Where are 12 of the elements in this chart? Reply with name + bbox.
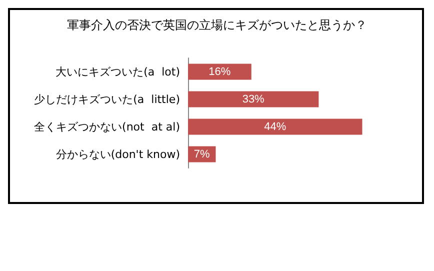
y-tick-label: 全くキズつかない(not at al): [34, 120, 180, 134]
data-label: 7%: [194, 148, 210, 160]
y-tick-label: 大いにキズついた(a lot): [56, 65, 180, 78]
chart-title: 軍事介入の否決で英国の立場にキズがついたと思うか？: [67, 18, 367, 32]
data-label: 33%: [242, 93, 265, 106]
data-label: 16%: [208, 66, 231, 78]
y-tick-label: 少しだけキズついた(a little): [34, 92, 180, 106]
bar: [188, 91, 319, 108]
y-tick-label: 分からない(don't know): [56, 148, 180, 161]
bar: [188, 64, 252, 80]
bar: [188, 118, 362, 135]
data-label: 44%: [264, 120, 286, 133]
